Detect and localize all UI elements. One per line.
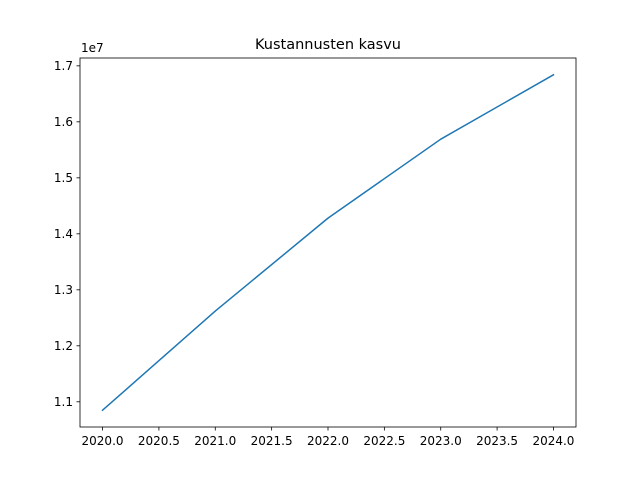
chart-title: Kustannusten kasvu (255, 37, 401, 53)
y-tick-label-1: 1.2 (54, 339, 73, 353)
y-offset-label: 1e7 (81, 41, 104, 55)
x-tick-label-3: 2021.5 (251, 434, 293, 448)
x-tick-label-7: 2023.5 (476, 434, 518, 448)
x-tick-label-1: 2020.5 (138, 434, 180, 448)
x-tick-label-4: 2022.0 (307, 434, 349, 448)
y-tick-label-2: 1.3 (54, 283, 73, 297)
x-tick-label-2: 2021.0 (194, 434, 236, 448)
plot-area: 2020.0 2020.5 2021.0 2021.5 2022.0 2022.5 2023… (54, 57, 577, 448)
y-tick-label-4: 1.5 (54, 171, 73, 185)
x-tick-label-0: 2020.0 (82, 434, 124, 448)
x-tick-label-8: 2024.0 (532, 434, 574, 448)
y-tick-label-5: 1.6 (54, 115, 73, 129)
y-tick-label-3: 1.4 (54, 227, 73, 241)
x-tick-label-6: 2023.0 (420, 434, 462, 448)
x-tick-label-5: 2022.5 (363, 434, 405, 448)
series-line-0 (101, 73, 555, 412)
y-tick-label-0: 1.1 (54, 395, 73, 409)
y-tick-label-6: 1.7 (54, 59, 73, 73)
